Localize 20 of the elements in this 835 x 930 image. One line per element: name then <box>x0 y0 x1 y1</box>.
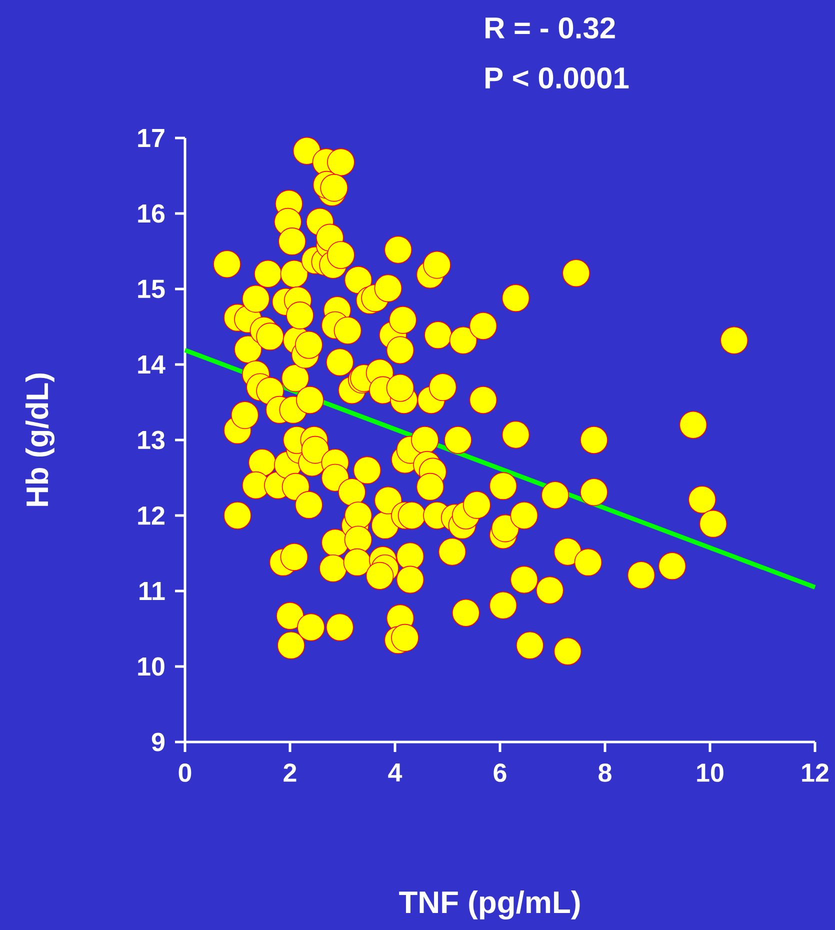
x-axis-title: TNF (pg/mL) <box>399 890 580 920</box>
y-tick-label: 12 <box>138 506 164 525</box>
text: R = - 0.32 <box>486 17 615 39</box>
x-tick-label: 8 <box>598 764 612 782</box>
x-tick-label: 2 <box>284 764 296 782</box>
y-tick-label: 16 <box>138 204 165 223</box>
y-tick-label: 15 <box>138 280 165 298</box>
y-tick-label: 10 <box>138 657 164 676</box>
x-tick-label: 4 <box>388 764 402 782</box>
y-tick-label: 9 <box>152 732 165 752</box>
text: P < 0.0001 <box>486 67 629 89</box>
x-tick-label: 0 <box>178 764 192 782</box>
y-tick-label: 13 <box>138 430 165 450</box>
x-tick-label: 12 <box>802 764 828 782</box>
x-tick-label: 6 <box>494 764 506 782</box>
y-tick-label: 17 <box>138 129 164 147</box>
y-tick-label: 14 <box>138 356 166 374</box>
y-axis-title: Hb (g/dL) <box>25 374 55 506</box>
y-tick-label: 11 <box>140 582 165 600</box>
x-tick-label: 10 <box>697 764 724 782</box>
